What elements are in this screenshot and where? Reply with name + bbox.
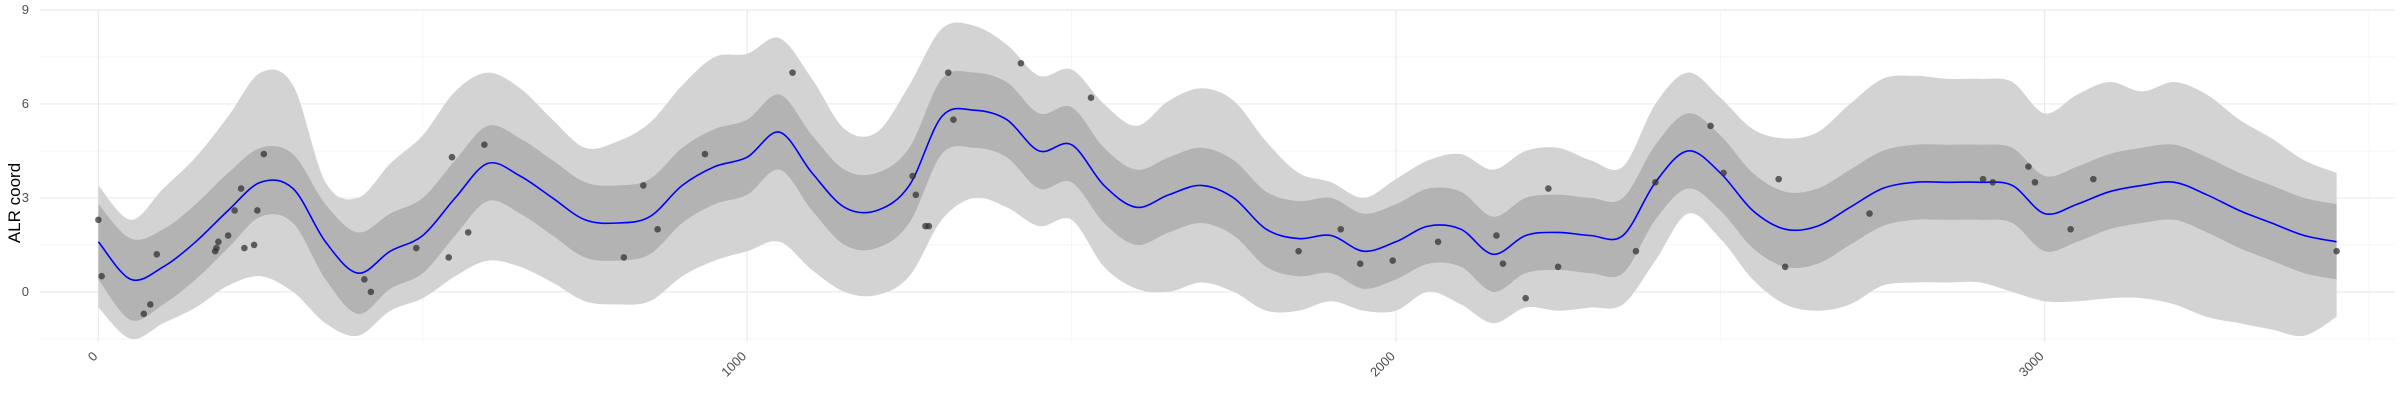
- observation-point: [231, 207, 238, 214]
- observation-point: [925, 222, 933, 230]
- observation-point: [412, 244, 420, 252]
- observation-point: [2025, 163, 2032, 170]
- observation-point: [237, 185, 245, 192]
- observation-point: [1632, 247, 1640, 255]
- observation-point: [1554, 263, 1562, 271]
- observation-point: [445, 254, 453, 261]
- observation-point: [98, 272, 105, 280]
- observation-point: [146, 301, 154, 308]
- posterior-mean-line: [97, 107, 2337, 282]
- y-axis-title: ALR coord: [5, 163, 24, 243]
- observation-point: [481, 141, 488, 148]
- observation-point: [1522, 294, 1529, 302]
- observation-point: [1652, 178, 1659, 186]
- observation-point: [1087, 94, 1095, 101]
- observation-point: [1017, 59, 1025, 67]
- observation-point: [1434, 238, 1442, 246]
- observation-point: [254, 207, 261, 214]
- observation-point: [620, 254, 628, 261]
- observation-point: [640, 182, 647, 189]
- observation-point: [912, 191, 920, 199]
- y-tick-label: 3: [22, 190, 29, 205]
- y-tick-label: 0: [22, 284, 29, 299]
- observation-point: [1707, 122, 1714, 130]
- observation-point: [654, 225, 661, 233]
- observation-point: [1989, 178, 1997, 186]
- observation-point: [2031, 178, 2039, 186]
- observation-points: [95, 59, 2340, 318]
- y-tick-label: 6: [22, 96, 29, 111]
- observation-point: [1720, 169, 1727, 177]
- observation-point: [153, 251, 161, 258]
- observation-point: [701, 150, 709, 158]
- observation-point: [2067, 225, 2074, 233]
- observation-point: [140, 310, 148, 318]
- observation-point: [1493, 232, 1500, 239]
- observation-point: [250, 241, 258, 249]
- observation-point: [1295, 247, 1302, 255]
- y-tick-label: 9: [22, 2, 29, 17]
- observation-point: [224, 232, 232, 239]
- observation-point: [789, 69, 796, 76]
- observation-point: [213, 244, 220, 252]
- observation-point: [1337, 225, 1345, 233]
- observation-point: [1781, 263, 1789, 271]
- observation-point: [950, 116, 957, 123]
- observation-point: [1775, 175, 1782, 183]
- observation-point: [2090, 175, 2097, 183]
- observation-point: [367, 288, 375, 296]
- observation-point: [464, 229, 472, 236]
- observation-point: [1356, 260, 1364, 267]
- observation-point: [95, 216, 102, 224]
- observation-point: [260, 150, 268, 158]
- observation-point: [1979, 175, 1987, 183]
- observation-point: [1545, 185, 1552, 192]
- observation-point: [448, 153, 456, 161]
- observation-point: [909, 172, 916, 180]
- observation-point: [1499, 260, 1507, 267]
- observation-point: [241, 244, 248, 252]
- observation-point: [1389, 257, 1396, 264]
- observation-point: [215, 238, 222, 246]
- inner-interval-band: [98, 70, 2337, 321]
- observation-point: [1866, 210, 1873, 217]
- observation-point: [944, 69, 952, 76]
- observation-point: [2333, 247, 2340, 255]
- observation-point: [361, 276, 368, 283]
- y-axis-tick-labels: 0 3 6 9: [22, 2, 29, 299]
